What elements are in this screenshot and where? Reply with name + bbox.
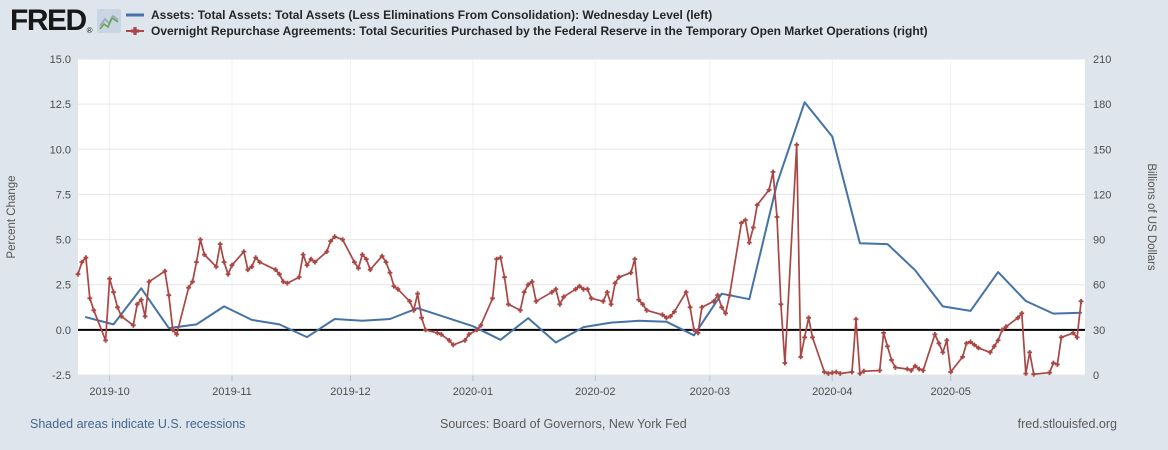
- chart-header: FRED ® Assets: Total Assets: Total Asset…: [0, 0, 1168, 52]
- right-axis-tick-label: 150: [1093, 144, 1111, 156]
- left-axis-title: Percent Change: [6, 175, 18, 258]
- assets-line-swatch-icon: [126, 13, 144, 17]
- sources-text: Sources: Board of Governors, New York Fe…: [440, 417, 687, 431]
- left-axis-tick-label: 5.0: [56, 235, 71, 247]
- left-axis-tick-label: 0.0: [56, 325, 71, 337]
- x-axis-tick-label: 2019-11: [212, 386, 252, 398]
- left-axis-tick-label: 2.5: [56, 280, 71, 292]
- fred-logo[interactable]: FRED ®: [10, 6, 121, 36]
- legend: Assets: Total Assets: Total Assets (Less…: [124, 7, 928, 39]
- x-axis-tick-label: 2019-12: [330, 386, 370, 398]
- right-axis-tick-label: 180: [1093, 99, 1111, 111]
- legend-label-repo: Overnight Repurchase Agreements: Total S…: [151, 24, 928, 38]
- legend-item-repo: Overnight Repurchase Agreements: Total S…: [124, 23, 928, 39]
- x-axis-tick-label: 2020-02: [575, 386, 615, 398]
- x-axis-tick-label: 2020-05: [931, 386, 971, 398]
- legend-label-assets: Assets: Total Assets: Total Assets (Less…: [151, 8, 713, 22]
- registered-trademark-icon: ®: [86, 26, 93, 35]
- assets-series-line: [84, 101, 1083, 344]
- legend-item-assets: Assets: Total Assets: Total Assets (Less…: [124, 7, 928, 23]
- left-axis-tick-label: 10.0: [50, 144, 71, 156]
- x-axis-tick-label: 2020-03: [690, 386, 730, 398]
- left-axis-tick-label: -2.5: [52, 370, 71, 382]
- repo-line-plus-swatch-icon: [126, 27, 144, 35]
- right-axis-tick-label: 90: [1093, 235, 1105, 247]
- right-axis-tick-label: 0: [1093, 370, 1099, 382]
- left-axis-tick-label: 12.5: [50, 99, 71, 111]
- repo-series-markers: [75, 142, 1084, 377]
- right-axis-tick-label: 120: [1093, 189, 1111, 201]
- left-axis-tick-label: 15.0: [50, 54, 71, 66]
- x-axis-tick-label: 2020-04: [812, 386, 852, 398]
- right-axis-title: Billions of US Dollars: [1145, 163, 1157, 271]
- x-axis-tick-label: 2019-10: [89, 386, 129, 398]
- recession-shading-link[interactable]: Shaded areas indicate U.S. recessions: [30, 417, 246, 431]
- fred-url-link[interactable]: fred.stlouisfed.org: [1017, 417, 1117, 431]
- x-axis-tick-label: 2020-01: [453, 386, 493, 398]
- right-axis-tick-label: 30: [1093, 325, 1105, 337]
- plot-background: [78, 59, 1085, 375]
- right-axis-tick-label: 60: [1093, 280, 1105, 292]
- right-axis-tick-label: 210: [1093, 54, 1111, 66]
- chart-footer: Shaded areas indicate U.S. recessions So…: [0, 413, 1168, 437]
- fred-logo-text: FRED: [10, 4, 87, 37]
- fred-logo-sparkline-icon: [96, 9, 121, 33]
- left-axis-tick-label: 7.5: [56, 189, 71, 201]
